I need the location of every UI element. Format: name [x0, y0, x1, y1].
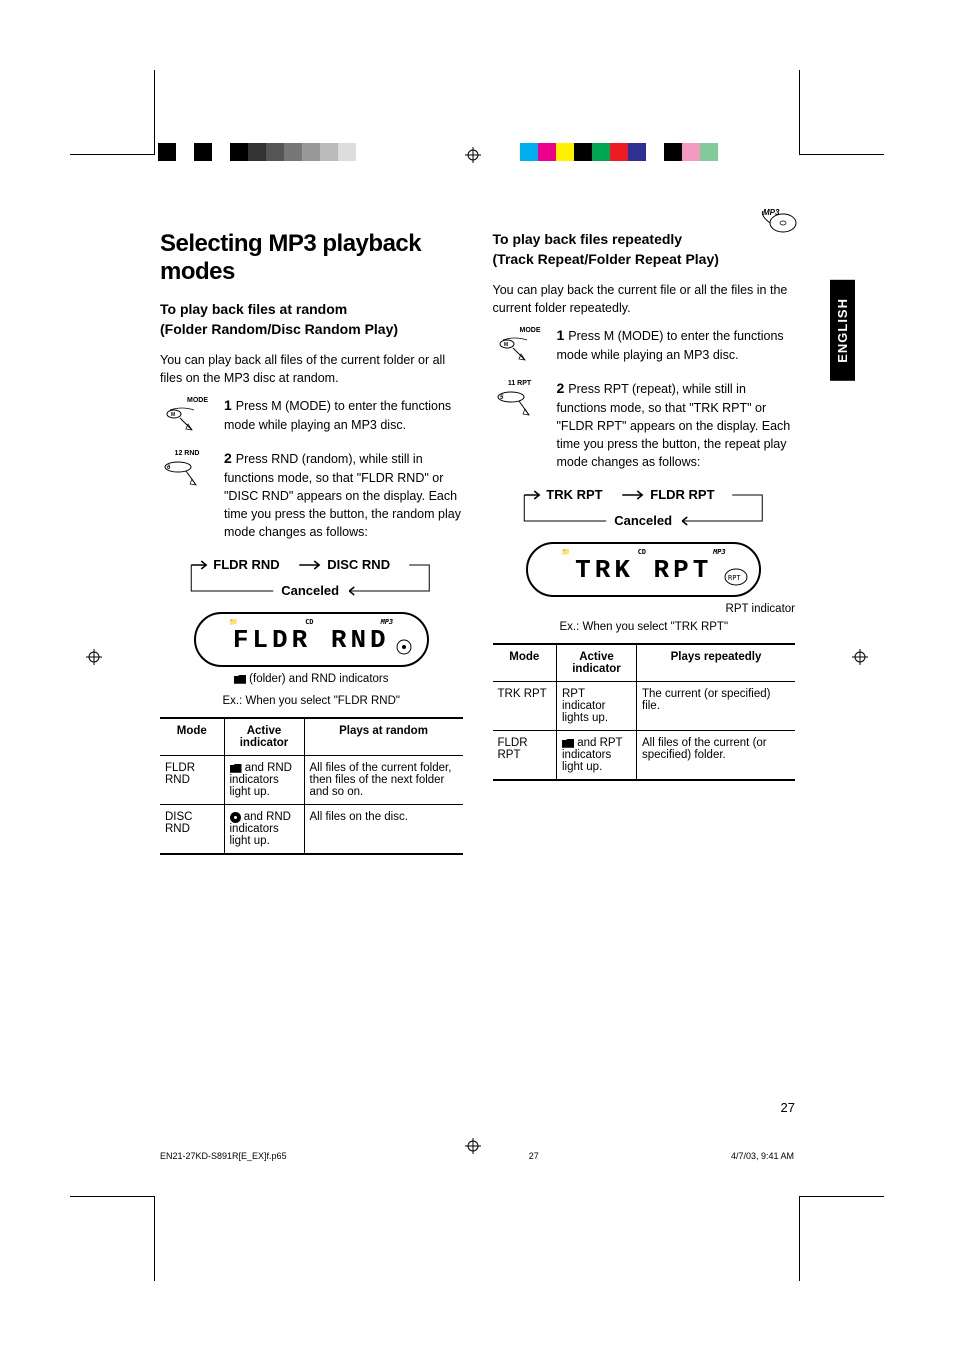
flow-diagram-repeat: TRK RPT FLDR RPT Canceled: [493, 483, 796, 536]
svg-text:RPT: RPT: [728, 574, 741, 582]
intro-repeat: You can play back the current file or al…: [493, 281, 796, 317]
intro-random: You can play back all files of the curre…: [160, 351, 463, 387]
table-row: DISC RND and RND indicators light up.All…: [160, 805, 463, 855]
table-row: TRK RPTRPT indicator lights up.The curre…: [493, 682, 796, 731]
page-number: 27: [781, 1100, 795, 1115]
section-heading-repeat: To play back files repeatedly (Track Rep…: [493, 230, 796, 269]
svg-text:TRK RPT: TRK RPT: [546, 487, 602, 502]
footer-page: 27: [529, 1151, 539, 1161]
example-caption-random: Ex.: When you select "FLDR RND": [160, 695, 463, 707]
svg-text:FLDR RPT: FLDR RPT: [650, 487, 714, 502]
step-1-random: MODE M 1Press M (MODE) to enter the func…: [160, 395, 463, 436]
example-caption-repeat: Ex.: When you select "TRK RPT": [493, 621, 796, 633]
svg-text:M: M: [171, 412, 175, 418]
section-heading-random: To play back files at random (Folder Ran…: [160, 300, 463, 339]
folder-icon: [234, 675, 246, 684]
svg-text:FLDR RND: FLDR RND: [213, 557, 279, 572]
page-title: Selecting MP3 playback modes: [160, 230, 463, 286]
crop-mark-tr: [799, 70, 884, 155]
registration-mark-right: [852, 649, 868, 668]
rpt-button-icon: 11 RPT 5: [493, 378, 547, 421]
language-tab: ENGLISH: [830, 280, 855, 381]
registration-mark-left: [86, 649, 102, 668]
mode-table-random: Mode Active indicator Plays at random FL…: [160, 717, 463, 855]
svg-text:M: M: [504, 342, 508, 348]
registration-bar-left: [158, 143, 374, 161]
mp3-badge-icon: MP3: [755, 205, 800, 238]
step-2-random: 12 RND 6 2Press RND (random), while stil…: [160, 448, 463, 541]
mode-button-icon: MODE M: [160, 395, 214, 436]
crop-mark-br: [799, 1196, 884, 1281]
lcd-caption-random: (folder) and RND indicators: [160, 673, 463, 685]
lcd-display-repeat: 📁 CD MP3 TRK RPT RPT: [526, 542, 761, 597]
step-2-repeat: 11 RPT 5 2Press RPT (repeat), while stil…: [493, 378, 796, 471]
footer-filename: EN21-27KD-S891R[E_EX]f.p65: [160, 1151, 287, 1161]
step-1-repeat: MODE M 1Press M (MODE) to enter the func…: [493, 325, 796, 366]
rpt-indicator-caption: RPT indicator: [493, 603, 796, 615]
rnd-button-icon: 12 RND 6: [160, 448, 214, 491]
table-row: FLDR RND and RND indicators light up.All…: [160, 756, 463, 805]
svg-text:Canceled: Canceled: [614, 513, 672, 528]
svg-text:Canceled: Canceled: [281, 583, 339, 598]
registration-bar-right: [520, 143, 736, 161]
svg-text:MP3: MP3: [763, 208, 780, 217]
mode-table-repeat: Mode Active indicator Plays repeatedly T…: [493, 643, 796, 781]
footer-datetime: 4/7/03, 9:41 AM: [731, 1151, 794, 1161]
registration-mark-top: [465, 147, 481, 163]
table-row: FLDR RPT and RPT indicators light up.All…: [493, 731, 796, 781]
crop-mark-bl: [70, 1196, 155, 1281]
crop-mark-tl: [70, 70, 155, 155]
mode-button-icon: MODE M: [493, 325, 547, 366]
lcd-display-random: 📁 CD MP3 FLDR RND: [194, 612, 429, 667]
svg-text:DISC RND: DISC RND: [327, 557, 390, 572]
footer: EN21-27KD-S891R[E_EX]f.p65 27 4/7/03, 9:…: [160, 1151, 794, 1161]
flow-diagram-random: FLDR RND DISC RND Canceled: [160, 553, 463, 606]
column-random: Selecting MP3 playback modes To play bac…: [160, 230, 463, 855]
column-repeat: To play back files repeatedly (Track Rep…: [493, 230, 796, 855]
